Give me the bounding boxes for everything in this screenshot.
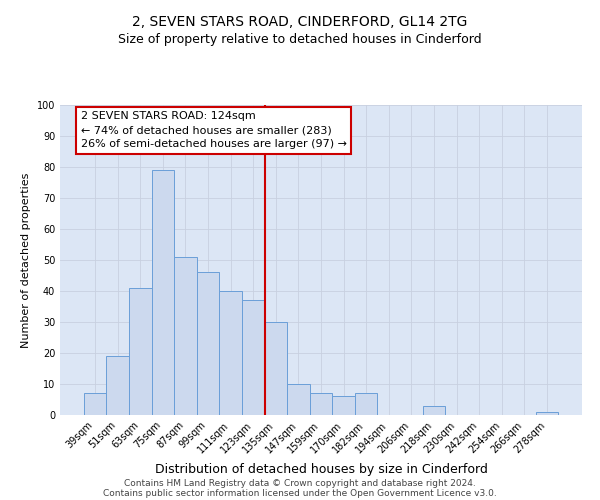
Bar [265,322,287,415]
Text: 2 SEVEN STARS ROAD: 124sqm
← 74% of detached houses are smaller (283)
26% of sem: 2 SEVEN STARS ROAD: 124sqm ← 74% of deta… [81,111,347,149]
Text: Size of property relative to detached houses in Cinderford: Size of property relative to detached ho… [118,32,482,46]
Bar [129,288,152,415]
Bar [355,394,377,415]
Bar [174,257,197,415]
Text: Contains public sector information licensed under the Open Government Licence v3: Contains public sector information licen… [103,488,497,498]
Bar [332,396,355,415]
Bar [106,356,129,415]
Bar [287,384,310,415]
Bar [197,272,220,415]
Text: Contains HM Land Registry data © Crown copyright and database right 2024.: Contains HM Land Registry data © Crown c… [124,478,476,488]
Y-axis label: Number of detached properties: Number of detached properties [21,172,31,348]
Bar [220,291,242,415]
Bar [242,300,265,415]
Text: 2, SEVEN STARS ROAD, CINDERFORD, GL14 2TG: 2, SEVEN STARS ROAD, CINDERFORD, GL14 2T… [133,15,467,29]
Bar [152,170,174,415]
Bar [536,412,558,415]
Bar [84,394,106,415]
X-axis label: Distribution of detached houses by size in Cinderford: Distribution of detached houses by size … [155,463,487,476]
Bar [422,406,445,415]
Bar [310,394,332,415]
